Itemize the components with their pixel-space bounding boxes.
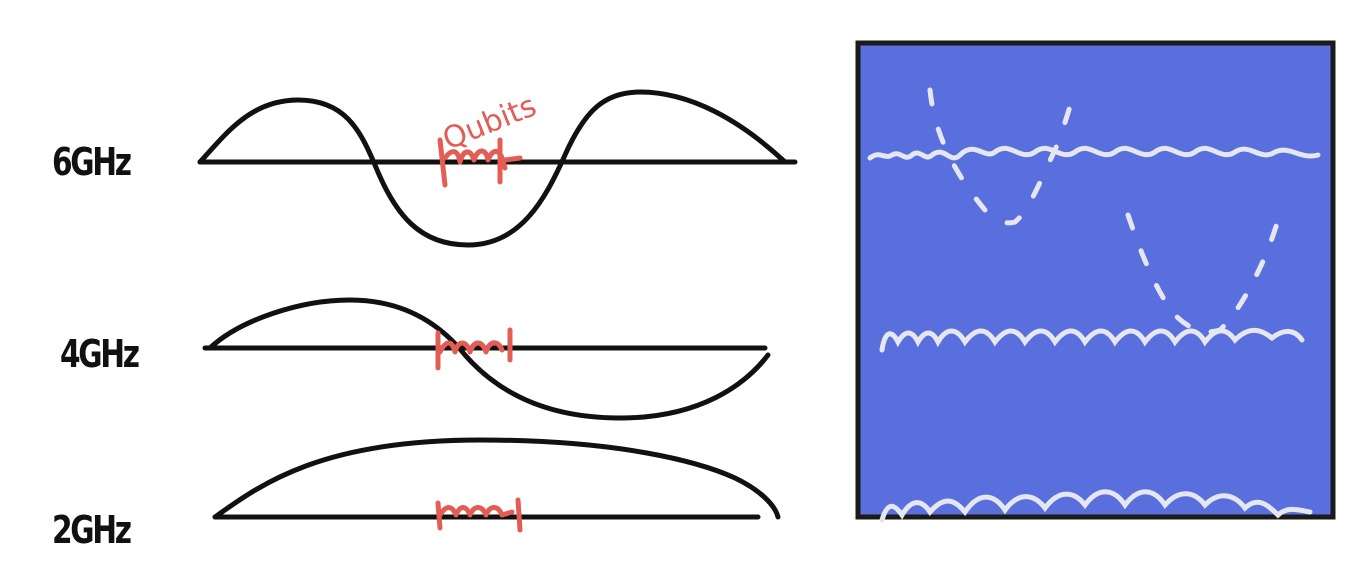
wave-6ghz [197,89,788,248]
label-4ghz: 4GHz [60,332,140,376]
qubit-squiggle-4ghz [435,327,513,371]
label-2ghz: 2GHz [52,508,132,552]
label-6ghz: 6GHz [52,140,132,184]
row-2ghz [212,437,781,533]
row-6ghz: Qubits [197,88,798,248]
cavity-panel [855,40,1336,523]
panel-wave-bottom [879,489,1313,523]
qubit-squiggle-6ghz [437,137,523,188]
qubits-note: Qubits [438,88,541,157]
wave-4ghz [207,297,771,421]
wave-2ghz [212,437,781,520]
photon-path-1 [927,85,1078,226]
row-4ghz [202,297,771,421]
svg-text:Qubits: Qubits [438,88,541,157]
photon-path-2 [1125,202,1285,335]
cavity-panel-box [855,40,1336,520]
qubit-squiggle-2ghz [435,497,523,533]
